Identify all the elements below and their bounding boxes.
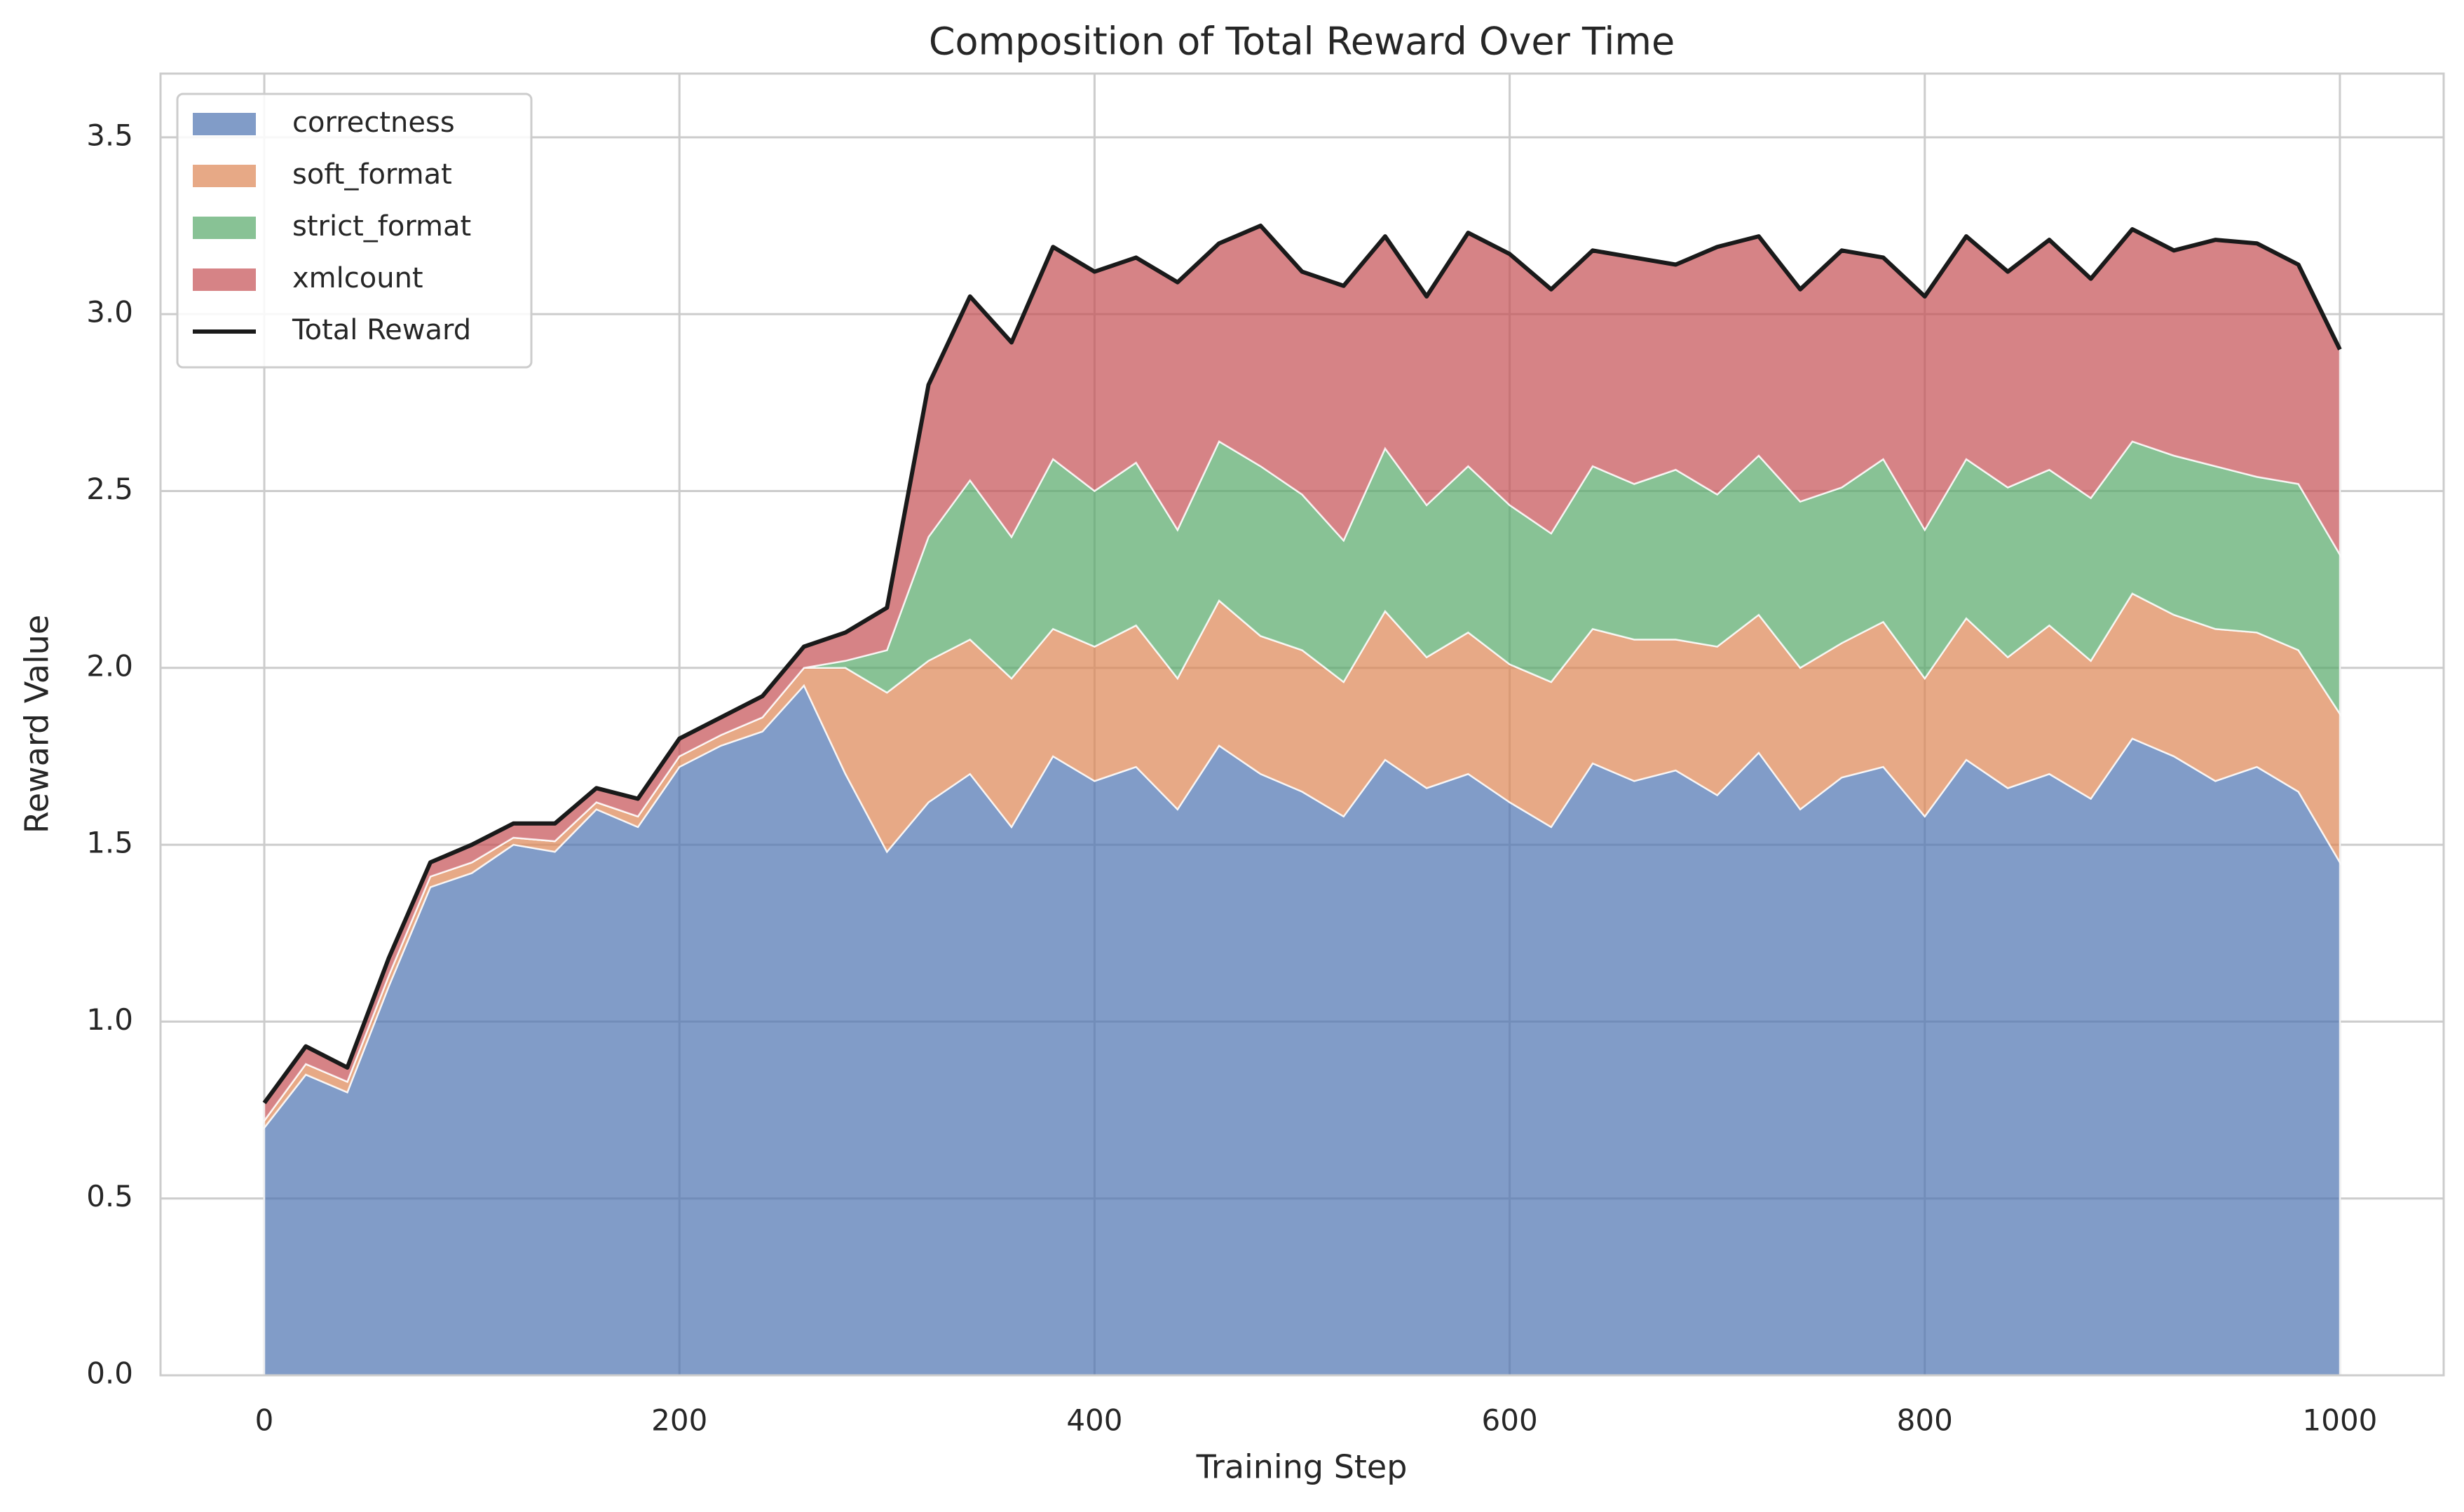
x-tick-label: 800 xyxy=(1897,1403,1953,1438)
y-tick-label: 2.0 xyxy=(86,648,133,683)
y-tick-label: 3.5 xyxy=(86,118,133,152)
legend-swatch xyxy=(193,165,256,187)
x-tick-label: 400 xyxy=(1066,1403,1122,1438)
y-axis-label: Reward Value xyxy=(18,615,56,833)
legend-swatch xyxy=(193,217,256,239)
x-tick-label: 200 xyxy=(651,1403,707,1438)
x-tick-label: 1000 xyxy=(2303,1403,2378,1438)
legend-swatch xyxy=(193,268,256,291)
x-tick-label: 0 xyxy=(255,1403,274,1438)
plot-frame xyxy=(159,72,2445,1377)
legend-label: Total Reward xyxy=(292,314,471,346)
legend-label: strict_format xyxy=(292,210,471,243)
x-axis-label: Training Step xyxy=(1196,1448,1408,1486)
legend-box xyxy=(176,93,533,369)
legend-label: correctness xyxy=(292,107,455,139)
chart-title: Composition of Total Reward Over Time xyxy=(929,20,1675,64)
y-tick-label: 3.0 xyxy=(86,295,133,329)
legend-swatch xyxy=(193,113,256,135)
y-tick-label: 1.5 xyxy=(86,826,133,860)
legend-label: xmlcount xyxy=(292,262,423,294)
legend-label: soft_format xyxy=(292,158,452,191)
y-tick-label: 2.5 xyxy=(86,472,133,506)
line xyxy=(262,223,2342,1105)
y-tick-label: 1.0 xyxy=(86,1002,133,1037)
x-tick-label: 600 xyxy=(1482,1403,1538,1438)
y-tick-label: 0.0 xyxy=(86,1356,133,1391)
y-tick-label: 0.5 xyxy=(86,1179,133,1213)
